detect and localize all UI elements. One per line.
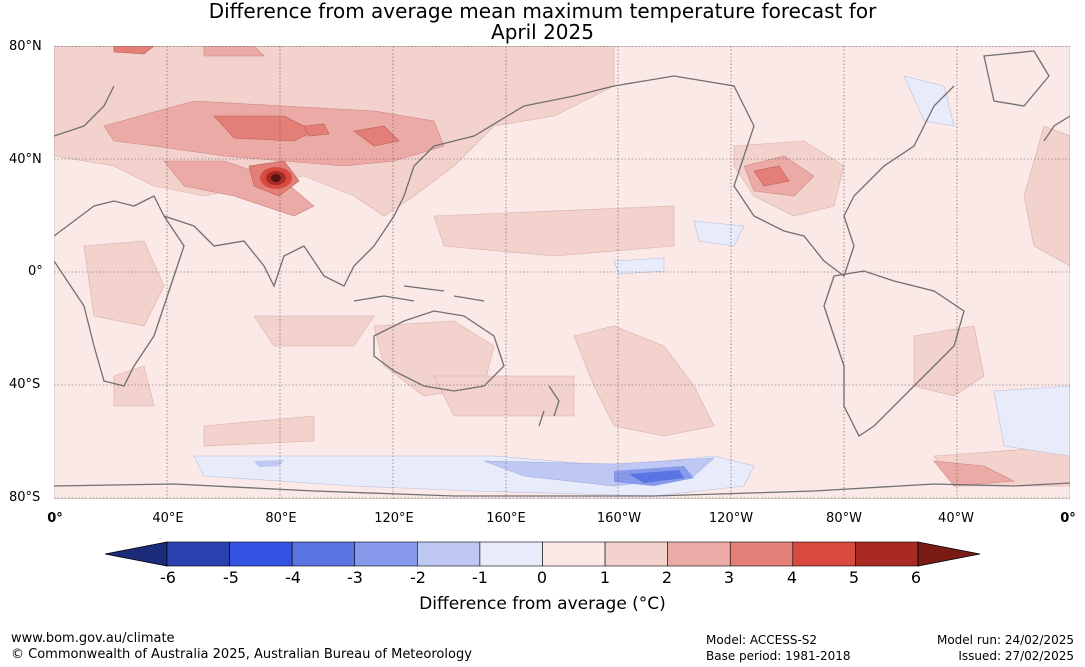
colorbar-tick-2: 2	[661, 568, 673, 587]
colorbar-tick-m1: -1	[472, 568, 488, 587]
colorbar-tick-4: 4	[786, 568, 798, 587]
colorbar-segment	[542, 541, 606, 567]
anomaly-negative-regions	[193, 75, 1070, 497]
colorbar-extend-low	[105, 541, 168, 567]
lat-label-80n: 80°N	[9, 39, 42, 54]
lon-label-40w: 40°W	[938, 511, 974, 526]
colorbar-tick-1: 1	[599, 568, 611, 587]
footer-model: Model: ACCESS-S2	[706, 633, 818, 647]
coastlines	[54, 50, 1070, 497]
colorbar-tick-m4: -4	[285, 568, 301, 587]
lat-label-40s: 40°S	[9, 377, 41, 392]
chart-title-line2: April 2025	[491, 20, 594, 44]
colorbar-segment	[417, 541, 481, 567]
footer-website: www.bom.gov.au/climate	[11, 631, 175, 646]
footer-copyright: © Commonwealth of Australia 2025, Austra…	[11, 647, 472, 662]
colorbar-segment	[667, 541, 731, 567]
lon-label-120w: 120°W	[708, 511, 754, 526]
graticule	[54, 46, 1070, 499]
lon-label-0-right: 0°	[1060, 511, 1076, 526]
lon-label-0-left: 0°	[47, 511, 63, 526]
lon-label-40e: 40°E	[152, 511, 184, 526]
colorbar-label: Difference from average (°C)	[419, 594, 666, 614]
colorbar-segment	[855, 541, 919, 567]
anomaly-1-2-regions	[54, 46, 1070, 487]
lon-label-160w: 160°W	[596, 511, 642, 526]
colorbar-segment	[792, 541, 856, 567]
colorbar-extend-high	[917, 541, 980, 567]
lon-label-120e: 120°E	[374, 511, 414, 526]
colorbar-tick-m2: -2	[410, 568, 426, 587]
lat-label-40n: 40°N	[9, 152, 42, 167]
lat-label-0: 0°	[28, 264, 43, 279]
colorbar-segment	[291, 541, 356, 567]
colorbar	[105, 541, 980, 567]
colorbar-segment	[479, 541, 543, 567]
colorbar-tick-m5: -5	[223, 568, 239, 587]
colorbar-tick-6: 6	[910, 568, 922, 587]
footer-base-period: Base period: 1981-2018	[706, 649, 851, 663]
footer-model-run: Model run: 24/02/2025	[936, 633, 1074, 647]
colorbar-tick-5: 5	[848, 568, 860, 587]
colorbar-segment	[354, 541, 418, 567]
colorbar-tick-m6: -6	[160, 568, 176, 587]
colorbar-segment	[604, 541, 668, 567]
colorbar-segment	[729, 541, 794, 567]
lon-label-160e: 160°E	[486, 511, 526, 526]
colorbar-segment	[166, 541, 230, 567]
lat-label-80s: 80°S	[9, 490, 41, 505]
colorbar-tick-3: 3	[723, 568, 735, 587]
chart-title-line1: Difference from average mean maximum tem…	[208, 0, 877, 23]
footer-issued: Issued: 27/02/2025	[958, 649, 1074, 663]
colorbar-segment	[229, 541, 293, 567]
lon-label-80w: 80°W	[826, 511, 862, 526]
colorbar-tick-0: 0	[536, 568, 548, 587]
anomaly-hotspot-tibet	[260, 167, 292, 189]
anomaly-map	[54, 46, 1070, 499]
lon-label-80e: 80°E	[265, 511, 297, 526]
colorbar-tick-m3: -3	[347, 568, 363, 587]
